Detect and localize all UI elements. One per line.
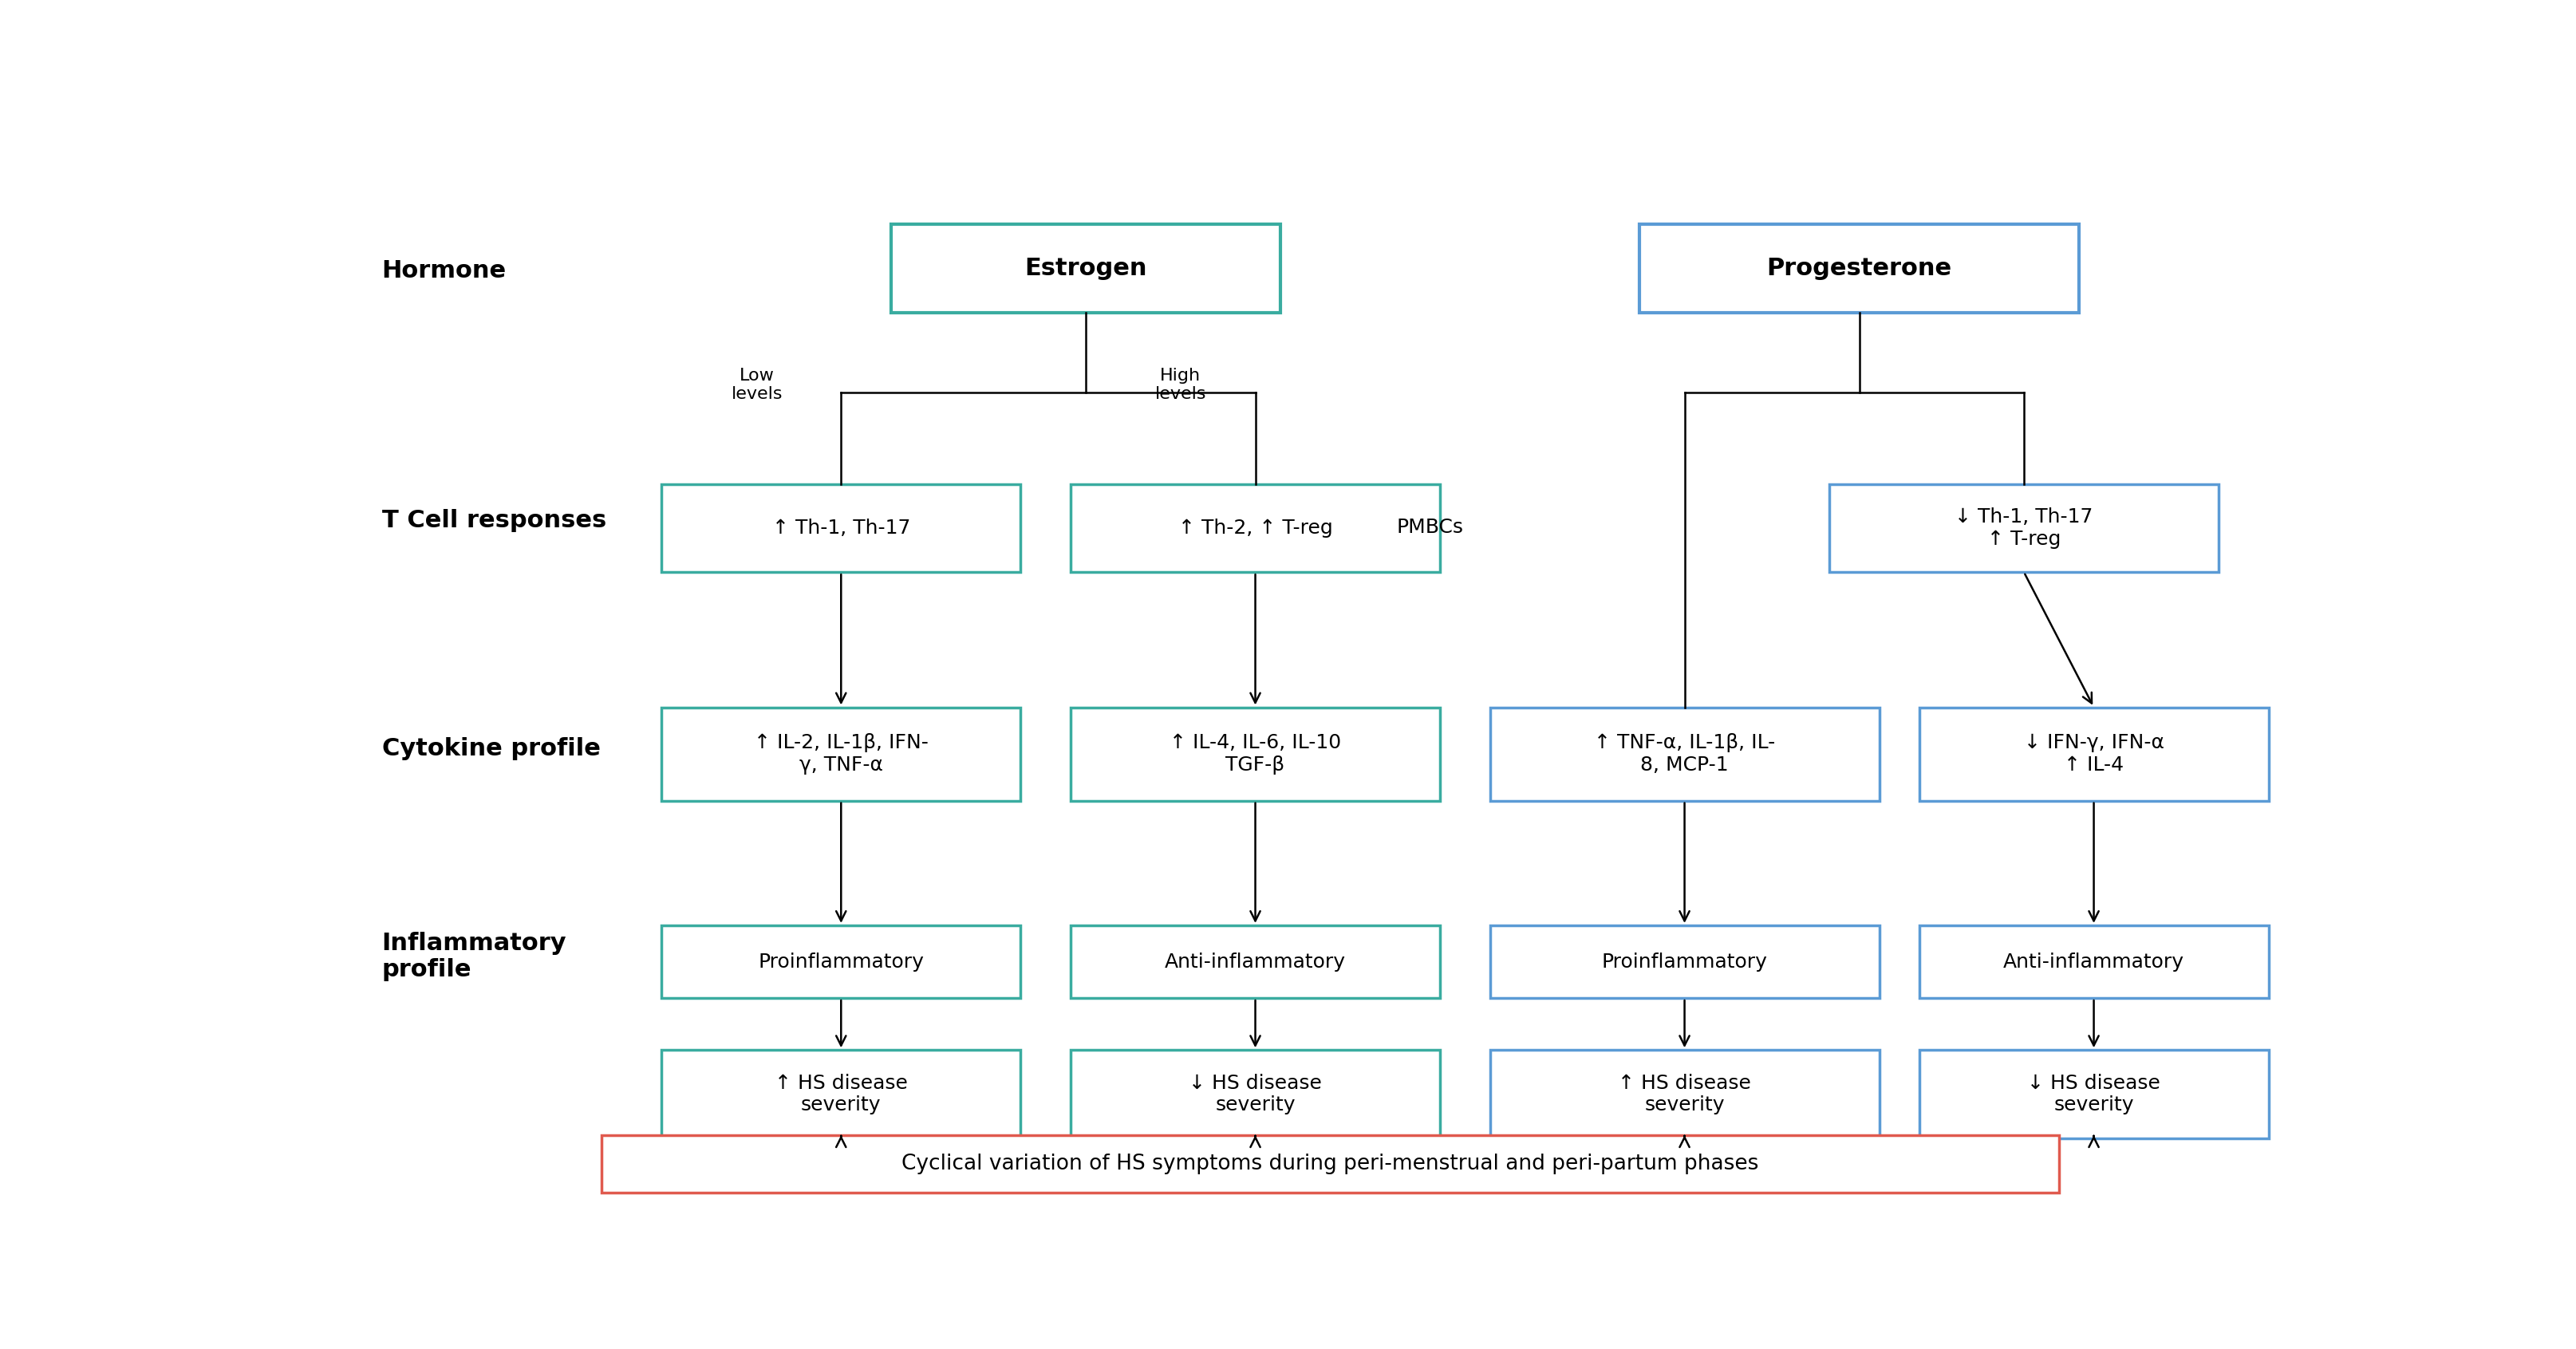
Text: Cytokine profile: Cytokine profile <box>381 737 600 761</box>
Bar <box>1919 1050 2269 1139</box>
Text: Low
levels: Low levels <box>732 368 783 402</box>
Bar <box>1072 925 1440 998</box>
Text: Estrogen: Estrogen <box>1025 256 1146 279</box>
Text: T Cell responses: T Cell responses <box>381 509 605 532</box>
Text: Inflammatory
profile: Inflammatory profile <box>381 932 567 982</box>
Bar <box>1072 1050 1440 1139</box>
Text: High
levels: High levels <box>1154 368 1206 402</box>
Bar <box>603 1135 2058 1193</box>
Bar <box>662 707 1020 801</box>
Bar <box>1919 707 2269 801</box>
Text: ↑ Th-1, Th-17: ↑ Th-1, Th-17 <box>773 518 909 538</box>
Text: ↑ TNF-α, IL-1β, IL-
8, MCP-1: ↑ TNF-α, IL-1β, IL- 8, MCP-1 <box>1595 734 1775 774</box>
Bar <box>1072 707 1440 801</box>
Bar <box>1072 484 1440 572</box>
Text: Anti-inflammatory: Anti-inflammatory <box>1164 952 1345 971</box>
Text: PMBCs: PMBCs <box>1396 518 1463 537</box>
Text: ↓ IFN-γ, IFN-α
↑ IL-4: ↓ IFN-γ, IFN-α ↑ IL-4 <box>2025 734 2164 774</box>
Text: ↑ HS disease
severity: ↑ HS disease severity <box>1618 1074 1752 1114</box>
Bar <box>1829 484 2218 572</box>
Text: ↓ HS disease
severity: ↓ HS disease severity <box>1188 1074 1321 1114</box>
Bar <box>1489 707 1878 801</box>
Bar <box>662 1050 1020 1139</box>
Text: ↓ Th-1, Th-17
↑ T-reg: ↓ Th-1, Th-17 ↑ T-reg <box>1955 507 2094 549</box>
Text: Cyclical variation of HS symptoms during peri-menstrual and peri-partum phases: Cyclical variation of HS symptoms during… <box>902 1153 1759 1174</box>
Text: Proinflammatory: Proinflammatory <box>757 952 925 971</box>
Text: Hormone: Hormone <box>381 259 507 282</box>
Text: ↑ IL-2, IL-1β, IFN-
γ, TNF-α: ↑ IL-2, IL-1β, IFN- γ, TNF-α <box>755 734 927 774</box>
Text: Progesterone: Progesterone <box>1767 256 1953 279</box>
Bar <box>1638 224 2079 313</box>
Text: ↑ HS disease
severity: ↑ HS disease severity <box>775 1074 907 1114</box>
Bar <box>1919 925 2269 998</box>
Text: Proinflammatory: Proinflammatory <box>1602 952 1767 971</box>
Text: Anti-inflammatory: Anti-inflammatory <box>2004 952 2184 971</box>
Bar <box>1489 925 1878 998</box>
Text: ↓ HS disease
severity: ↓ HS disease severity <box>2027 1074 2161 1114</box>
Bar <box>662 925 1020 998</box>
Bar <box>891 224 1280 313</box>
Bar <box>1489 1050 1878 1139</box>
Text: ↑ IL-4, IL-6, IL-10
TGF-β: ↑ IL-4, IL-6, IL-10 TGF-β <box>1170 734 1342 774</box>
Bar <box>662 484 1020 572</box>
Text: ↑ Th-2, ↑ T-reg: ↑ Th-2, ↑ T-reg <box>1177 518 1332 538</box>
